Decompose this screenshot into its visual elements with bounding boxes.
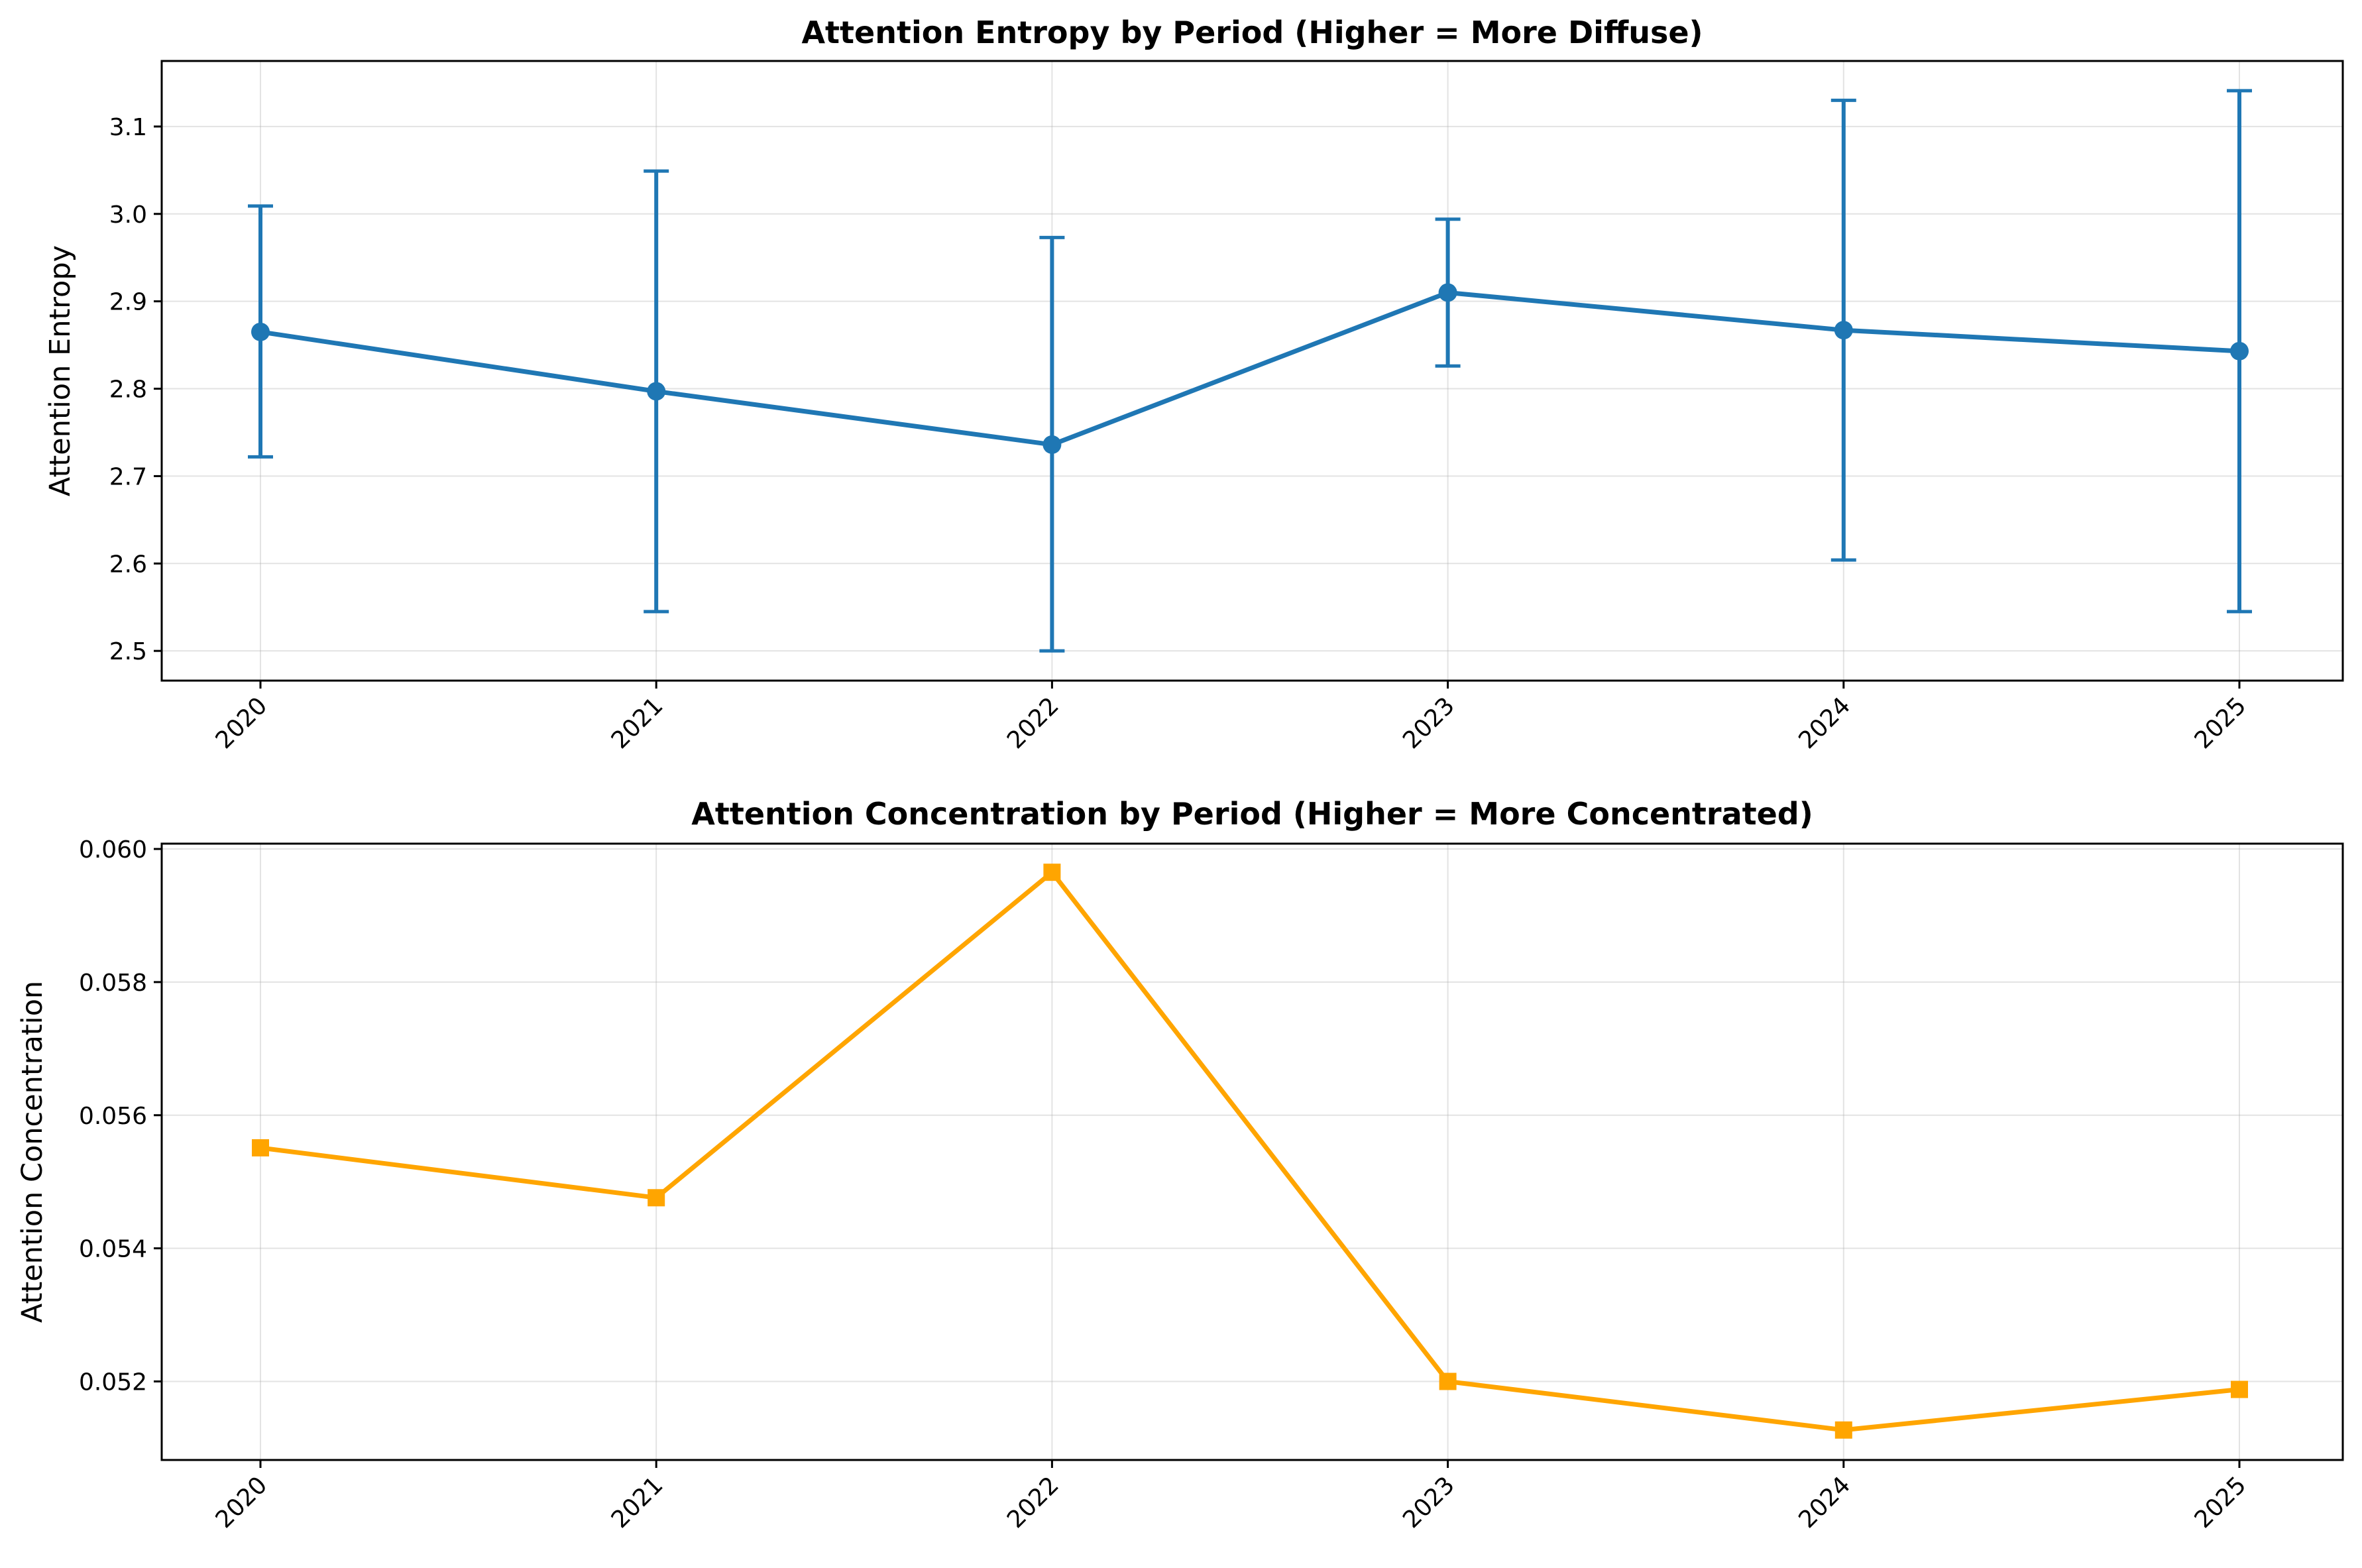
concentration-chart: 0.052 0.054 0.056 0.058 0.060 2020 2021 2022 202…: [16, 796, 2344, 1534]
chart-title: Attention Entropy by Period (Higher = Mo…: [801, 15, 1703, 50]
data-point: [1043, 864, 1061, 881]
y-tick-label: 2.7: [109, 463, 147, 490]
series-line: [260, 869, 2240, 1433]
y-tick-label: 2.5: [109, 638, 147, 665]
chart-title: Attention Concentration by Period (Highe…: [691, 796, 1813, 832]
y-tick-label: 2.8: [109, 376, 147, 404]
data-point: [1438, 283, 1457, 302]
entropy-chart: 2.5 2.6 2.7 2.8 2.9 3.0 3.1 2020 2021 2022 2023 202…: [44, 15, 2344, 754]
x-tick-label: 2024: [1793, 692, 1856, 754]
x-tick-label: 2020: [211, 692, 273, 754]
y-tick-label: 0.054: [79, 1236, 147, 1263]
data-point: [1042, 435, 1062, 454]
data-point: [647, 1189, 665, 1207]
data-point: [2230, 341, 2249, 361]
x-tick-label: 2021: [606, 692, 669, 754]
data-point: [1834, 321, 1853, 340]
x-tick-label: 2023: [1398, 1471, 1460, 1534]
x-tick-label: 2020: [211, 1471, 273, 1534]
y-tick-label: 2.6: [109, 551, 147, 578]
x-tick-label: 2025: [2190, 1471, 2252, 1534]
y-tick-label: 0.058: [79, 970, 147, 997]
data-point: [252, 1139, 269, 1156]
y-tick-label: 0.056: [79, 1103, 147, 1130]
y-axis-label: Attention Concentration: [16, 981, 49, 1323]
data-point: [1834, 1421, 1852, 1439]
y-tick-label: 3.0: [109, 201, 147, 229]
data-point: [2231, 1380, 2248, 1398]
plot-frame: [160, 60, 2344, 682]
x-tick-label: 2025: [2190, 692, 2252, 754]
y-axis-label: Attention Entropy: [44, 245, 77, 496]
x-tick-label: 2023: [1398, 692, 1460, 754]
series-line: [260, 290, 2240, 447]
data-point: [251, 322, 270, 341]
x-tick-label: 2022: [1002, 1471, 1064, 1534]
data-point: [647, 382, 666, 401]
x-tick-label: 2022: [1002, 692, 1064, 754]
y-tick-label: 0.052: [79, 1369, 147, 1396]
y-tick-label: 2.9: [109, 289, 147, 316]
x-tick-label: 2024: [1793, 1471, 1856, 1534]
y-tick-label: 0.060: [79, 836, 147, 864]
data-point: [1439, 1372, 1457, 1390]
plot-frame: [160, 842, 2344, 1461]
x-tick-label: 2021: [606, 1471, 669, 1534]
y-tick-label: 3.1: [109, 114, 147, 141]
